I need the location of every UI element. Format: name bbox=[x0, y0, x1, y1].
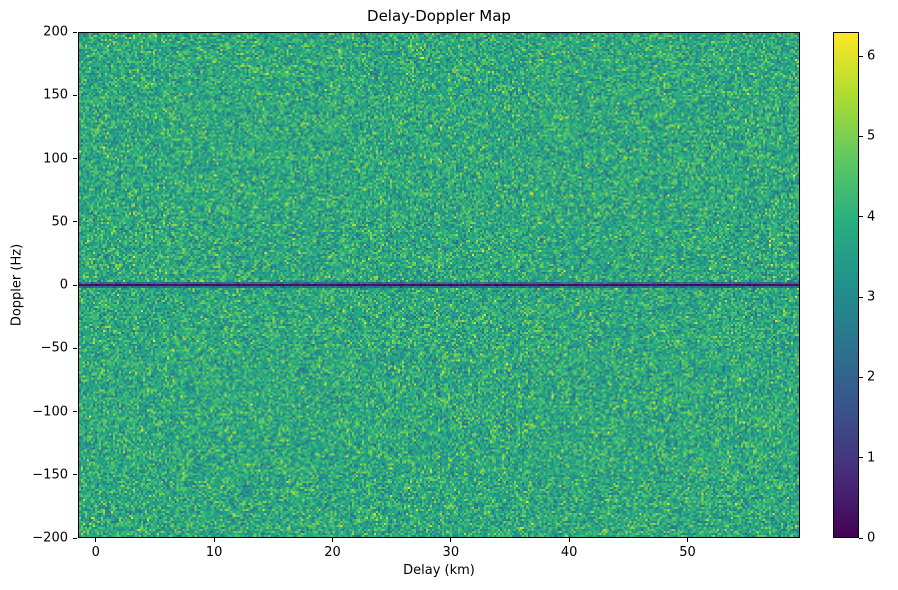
y-tick-label: 100 bbox=[43, 151, 68, 166]
heatmap-canvas bbox=[79, 33, 799, 537]
y-tick-mark bbox=[73, 284, 77, 286]
x-tick-mark bbox=[450, 538, 452, 542]
y-tick-label: −150 bbox=[32, 467, 68, 483]
chart-title: Delay-Doppler Map bbox=[367, 7, 511, 25]
y-tick-label: 150 bbox=[43, 87, 68, 103]
y-tick-mark bbox=[73, 221, 77, 223]
x-tick-label: 40 bbox=[560, 545, 578, 560]
y-tick-label: −200 bbox=[32, 530, 68, 546]
y-tick-label: −100 bbox=[32, 404, 68, 419]
y-tick-mark bbox=[73, 347, 77, 349]
x-tick-label: 30 bbox=[442, 545, 460, 560]
x-tick-mark bbox=[687, 538, 689, 542]
y-tick-mark bbox=[73, 158, 77, 159]
y-tick-mark bbox=[73, 537, 77, 539]
colorbar-tick-mark bbox=[859, 135, 863, 137]
colorbar bbox=[833, 32, 859, 538]
x-tick-mark bbox=[95, 538, 97, 542]
x-tick-label: 10 bbox=[205, 545, 223, 560]
y-tick-label: 50 bbox=[51, 214, 68, 230]
y-tick-mark bbox=[73, 411, 77, 412]
colorbar-tick-label: 4 bbox=[867, 209, 876, 225]
x-tick-label: 0 bbox=[91, 545, 100, 560]
x-axis-label: Delay (km) bbox=[403, 563, 475, 578]
x-tick-mark bbox=[568, 538, 570, 542]
colorbar-tick-mark bbox=[859, 296, 863, 298]
y-tick-label: 0 bbox=[59, 277, 68, 293]
colorbar-tick-label: 6 bbox=[867, 48, 876, 64]
colorbar-tick-label: 2 bbox=[867, 369, 876, 385]
x-tick-label: 20 bbox=[324, 545, 341, 560]
colorbar-tick-label: 0 bbox=[867, 530, 876, 546]
y-tick-label: −50 bbox=[40, 340, 68, 356]
colorbar-tick-label: 5 bbox=[867, 128, 876, 144]
colorbar-gradient bbox=[834, 33, 858, 537]
colorbar-tick-label: 1 bbox=[867, 450, 876, 466]
x-tick-mark bbox=[213, 538, 215, 542]
colorbar-tick-label: 3 bbox=[867, 289, 876, 305]
y-tick-mark bbox=[73, 31, 77, 33]
y-tick-label: 200 bbox=[43, 24, 68, 40]
x-tick-label: 50 bbox=[679, 545, 696, 560]
x-tick-mark bbox=[331, 538, 333, 542]
y-tick-mark bbox=[73, 474, 77, 476]
colorbar-tick-mark bbox=[859, 457, 863, 459]
colorbar-tick-mark bbox=[859, 537, 863, 539]
colorbar-tick-mark bbox=[859, 376, 863, 378]
y-tick-mark bbox=[73, 94, 77, 96]
colorbar-tick-mark bbox=[859, 216, 863, 218]
plot-area bbox=[78, 32, 800, 538]
colorbar-tick-mark bbox=[859, 55, 863, 57]
